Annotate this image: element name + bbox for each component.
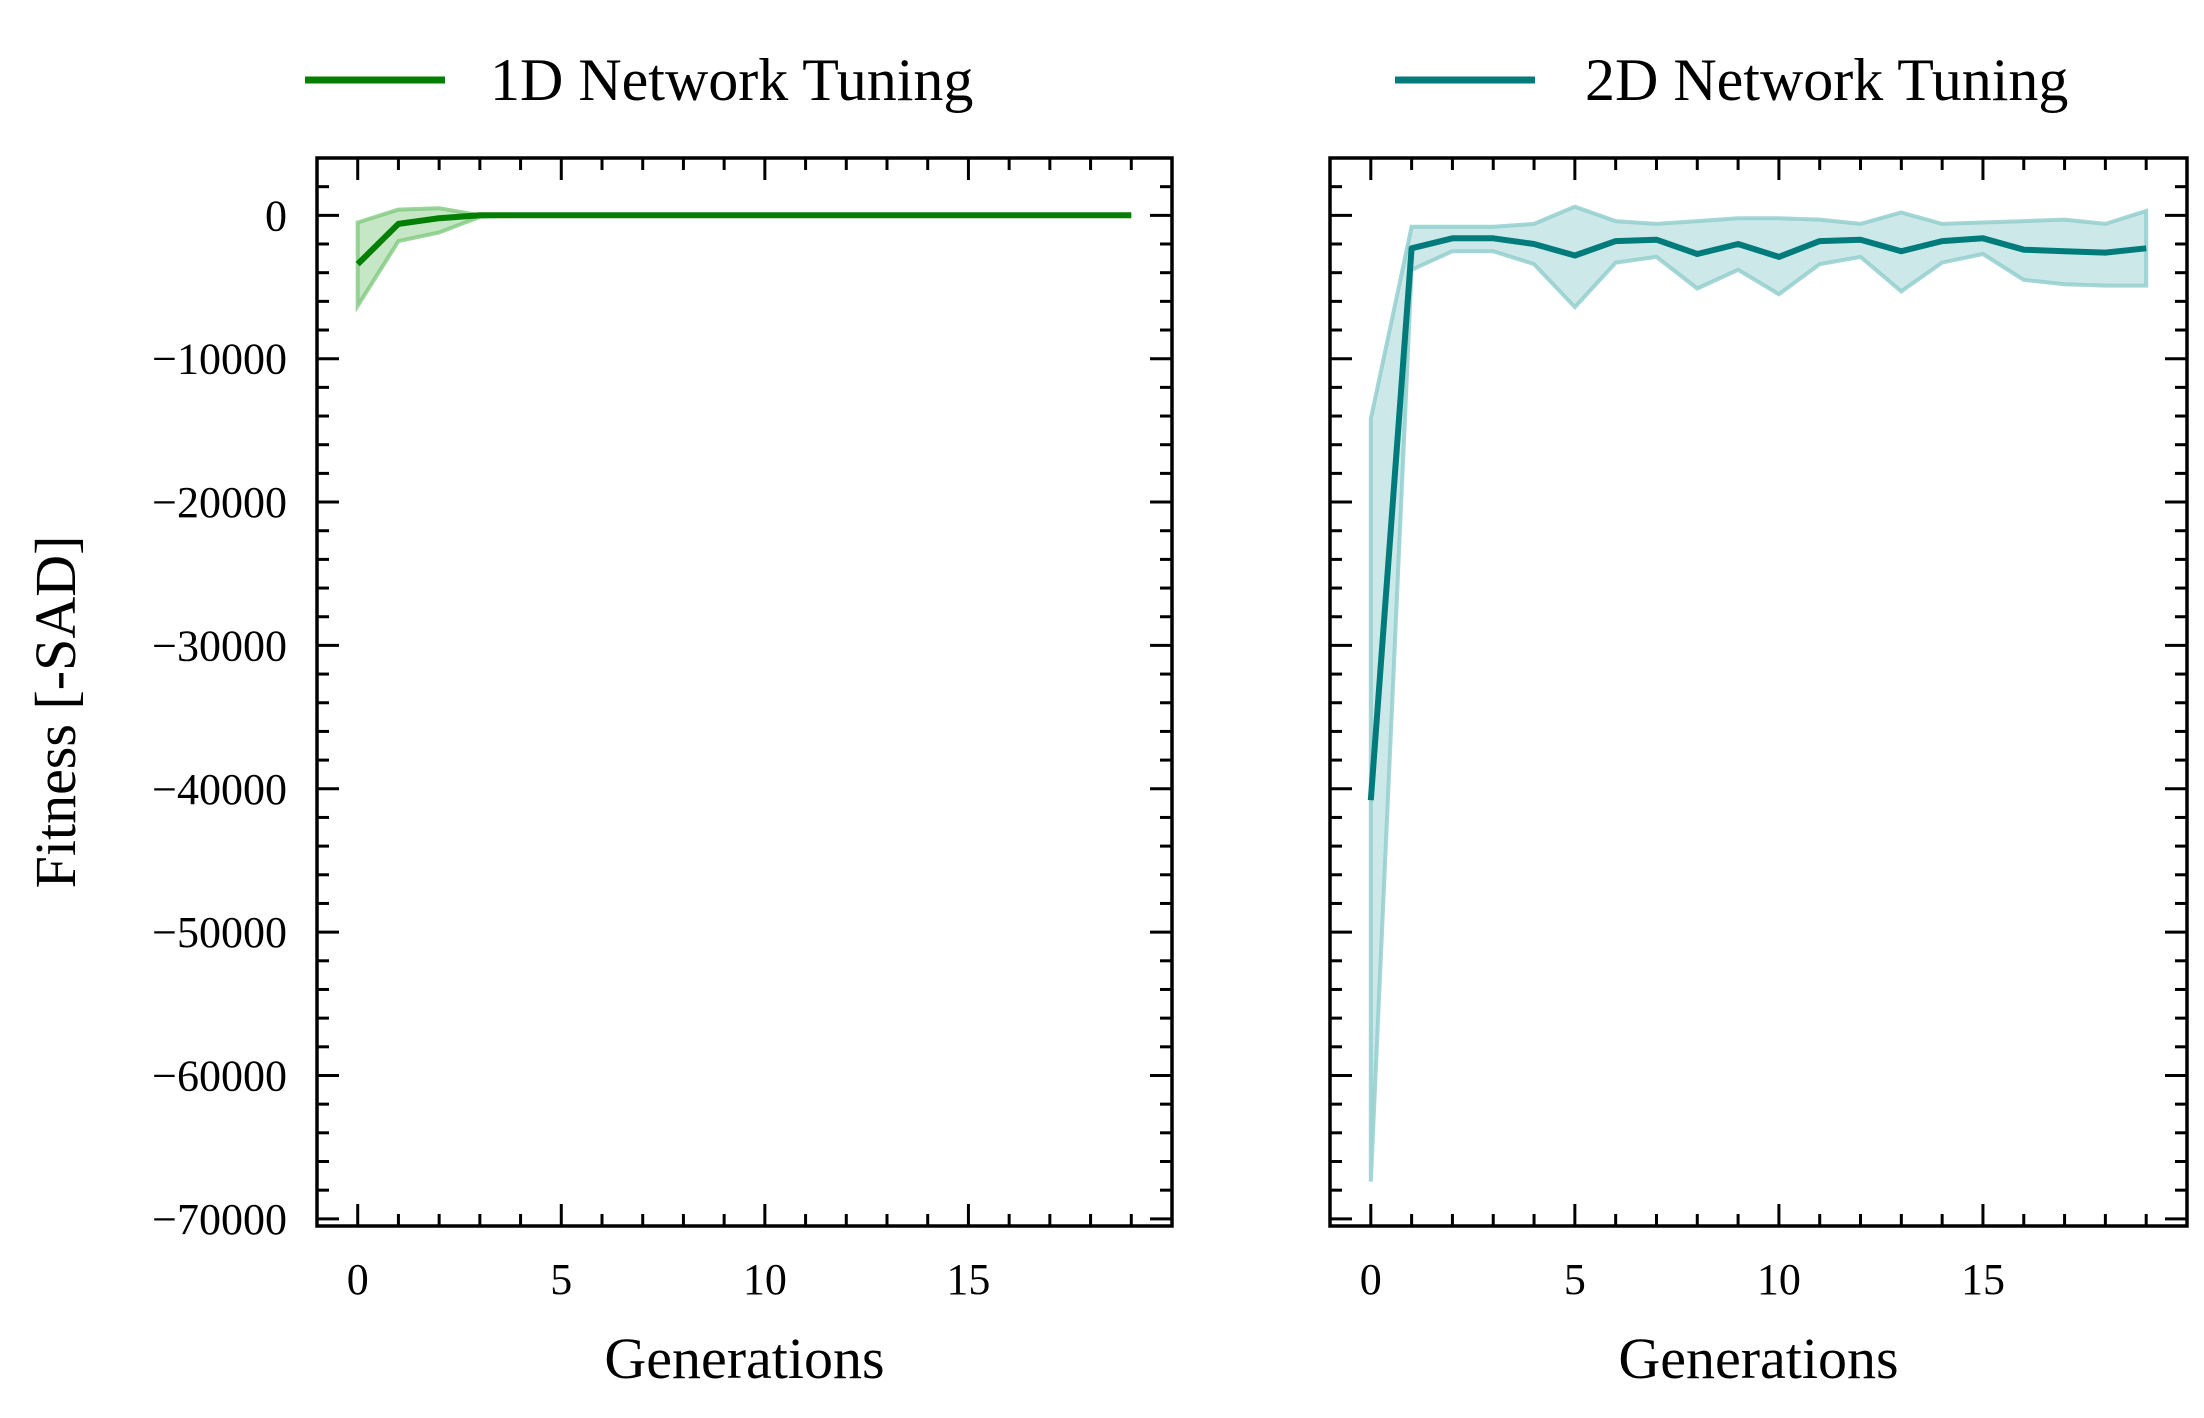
legend-1d: 1D Network Tuning [305,47,973,113]
y-tick-label: −50000 [152,908,287,957]
y-tick-label: −70000 [152,1195,287,1244]
tick-group-1d: 0 5 10 15 0 −10000 −20000 −30000 −40000 −50000 −60… [152,158,1172,1304]
x-tick-label: 10 [743,1255,787,1304]
tick-group-2d: 0 5 10 15 [1330,158,2187,1304]
x-tick-label: 5 [550,1255,572,1304]
x-tick-label: 5 [1564,1255,1586,1304]
y-tick-label: −40000 [152,765,287,814]
series-line-group-2d [1367,235,2147,801]
y-tick-label: −60000 [152,1051,287,1100]
confidence-band [1368,204,2149,1182]
legend-label-2d: 2D Network Tuning [1585,47,2068,113]
x-tick-label: 0 [1360,1255,1382,1304]
confidence-band-group-1d [355,206,1132,313]
series-line [1367,235,2147,801]
x-tick-label: 15 [946,1255,990,1304]
x-tick-label: 0 [347,1255,369,1304]
confidence-band-group-2d [1368,204,2149,1182]
y-tick-label: −10000 [152,335,287,384]
plot-frame-2d [1328,156,2189,1228]
x-axis-label-1d: Generations [604,1326,884,1391]
legend-2d: 2D Network Tuning [1395,47,2068,113]
series-line-group-1d [355,212,1132,267]
y-tick-label: −20000 [152,478,287,527]
confidence-band [355,206,1132,313]
x-tick-label: 10 [1757,1255,1801,1304]
x-tick-label: 15 [1961,1255,2005,1304]
series-line [355,212,1132,267]
x-axis-label-2d: Generations [1618,1326,1898,1391]
y-tick-label: −30000 [152,621,287,670]
y-axis-label-1d: Fitness [-SAD] [23,536,88,889]
plot-frame-1d [315,156,1174,1228]
legend-label-1d: 1D Network Tuning [490,47,973,113]
y-tick-label: 0 [265,191,287,240]
panel-1d-network-tuning: 1D Network Tuning 0 5 10 15 0 −10000 −20000 −30… [23,47,1174,1391]
panel-2d-network-tuning: 2D Network Tuning 0 5 10 15 Generations [1328,47,2189,1391]
